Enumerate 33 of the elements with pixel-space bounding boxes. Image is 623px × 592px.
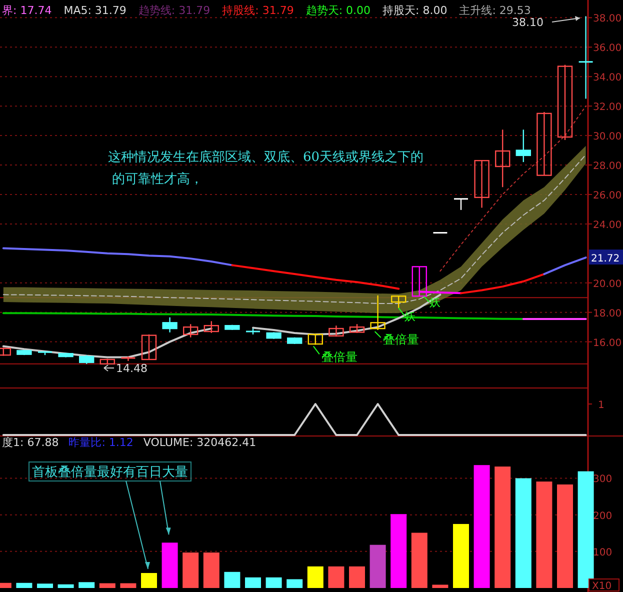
y-tick-label: 38.00 xyxy=(593,14,622,25)
annotation: 21.72 xyxy=(591,254,620,265)
y-tick-label: 30.00 xyxy=(593,132,622,143)
y-tick-label: 36.00 xyxy=(593,43,622,54)
annotation: 38.10 xyxy=(512,16,544,29)
y-tick-label: 26.00 xyxy=(593,190,622,202)
annotation: VOLUME: 320462.41 xyxy=(143,436,256,449)
annotation: 主升线: 29.53 xyxy=(459,4,531,17)
y-tick-label: 18.00 xyxy=(593,308,622,320)
annotation: 的可靠性才高， xyxy=(112,171,203,187)
annotation: 界: 17.74 xyxy=(2,4,52,17)
text: X10 xyxy=(592,581,612,592)
annotation: 这种情况发生在底部区域、双底、60天线或界线之下的 xyxy=(108,150,424,165)
annotation: 14.48 xyxy=(116,362,148,375)
annotation: 持股线: 31.79 xyxy=(222,4,294,17)
y-tick-label: 100 xyxy=(593,547,612,558)
y-tick-label: 34.00 xyxy=(593,72,622,84)
y-tick-label: 32.00 xyxy=(593,102,622,114)
y-tick-label: 16.00 xyxy=(593,338,622,349)
annotation: 度1: 67.88 xyxy=(2,436,59,449)
annotation: 叠倍量 xyxy=(382,332,419,346)
y-tick-label: 28.00 xyxy=(593,161,622,172)
y-tick-label: 24.00 xyxy=(593,220,622,231)
annotation: 趋势线: 31.79 xyxy=(138,4,210,17)
y-tick-label: 20.00 xyxy=(593,278,622,290)
annotation: 首板叠倍量最好有百日大量 xyxy=(32,465,188,480)
annotation: 叠倍量 xyxy=(321,350,358,364)
annotation: 趋势天: 0.00 xyxy=(306,4,371,17)
annotation: 妖 xyxy=(429,296,440,310)
annotation: 昨量比: 1.12 xyxy=(68,436,134,449)
annotation: MA5: 31.79 xyxy=(64,4,126,17)
annotation: 持股天: 8.00 xyxy=(382,4,448,17)
text: 1 xyxy=(598,400,604,411)
